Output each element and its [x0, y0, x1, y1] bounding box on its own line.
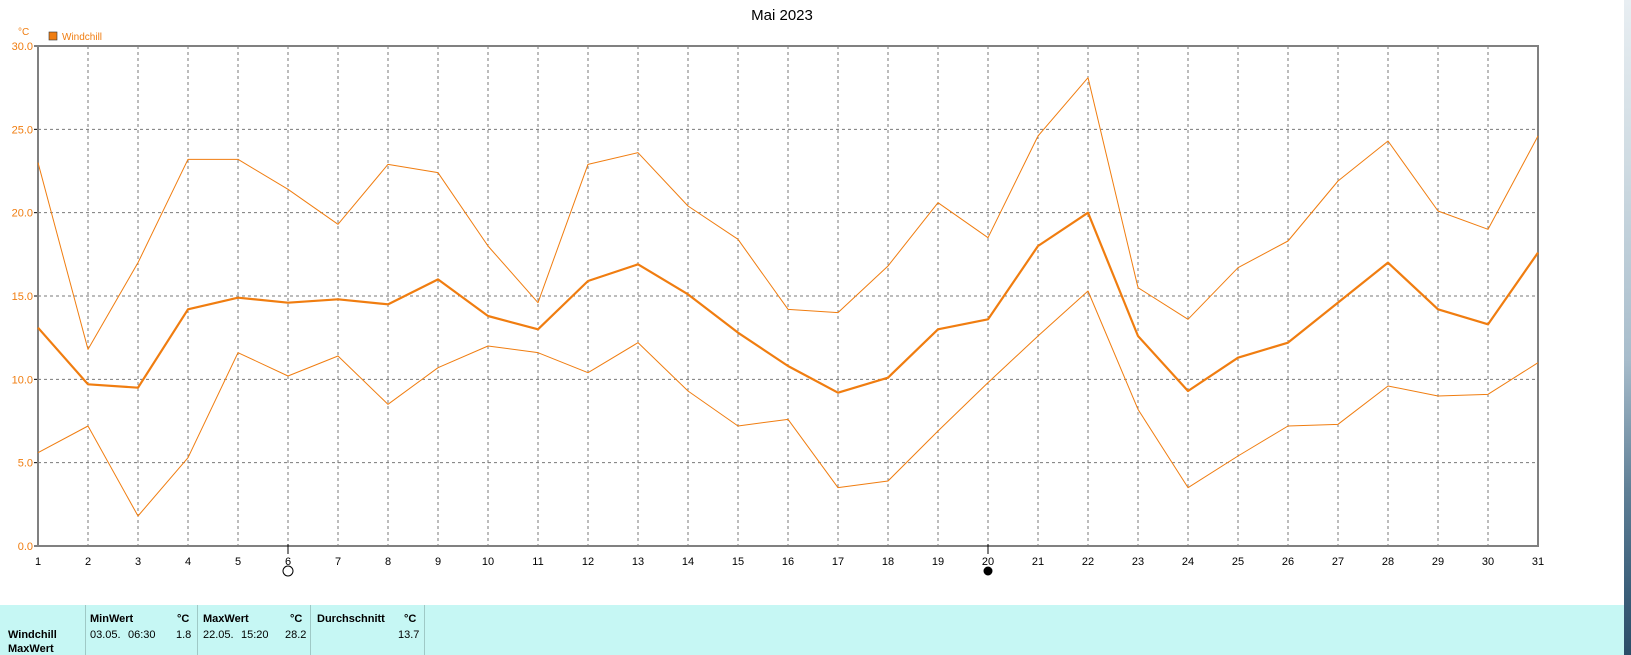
max-value: 28.2: [285, 629, 307, 641]
legend: Windchill: [48, 31, 102, 43]
x-tick-label: 27: [1332, 556, 1344, 568]
plot-frame: [37, 45, 1539, 547]
x-tick-label: 20: [982, 556, 994, 568]
y-tick-label: 15.0: [12, 291, 33, 303]
x-tick-label: 14: [682, 556, 694, 568]
statistics-panel: Windchill MaxWert MinWert °C 03.05. 06:3…: [0, 605, 1624, 655]
series-line-windchill-min: [37, 290, 1539, 517]
x-tick-label: 31: [1532, 556, 1544, 568]
series-group: [37, 77, 1539, 517]
x-tick-label: 24: [1182, 556, 1194, 568]
x-tick-label: 13: [632, 556, 644, 568]
stats-row-label-windchill: Windchill: [8, 629, 57, 641]
x-tick-label: 4: [185, 556, 191, 568]
desktop-edge-strip: [1624, 0, 1631, 655]
stats-min-column: MinWert °C 03.05. 06:30 1.8: [85, 605, 198, 655]
x-tick-label: 7: [335, 556, 341, 568]
x-tick-label: 3: [135, 556, 141, 568]
x-tick-label: 5: [235, 556, 241, 568]
x-tick-label: 12: [582, 556, 594, 568]
y-tick-label: 30.0: [12, 41, 33, 53]
min-header: MinWert: [90, 613, 134, 625]
x-tick-label: 1: [35, 556, 41, 568]
stats-row-label-maxwert: MaxWert: [8, 643, 54, 655]
windchill-chart: Mai 2023 °C Windchill 0.0 5.0 10.0 15.0 20.0…: [12, 7, 1545, 577]
stats-label-column: [0, 605, 86, 655]
y-tick-label: 5.0: [18, 458, 33, 470]
x-tick-label: 21: [1032, 556, 1044, 568]
max-header: MaxWert: [203, 613, 249, 625]
series-line-windchill-max: [37, 77, 1539, 350]
chart-title: Mai 2023: [751, 7, 813, 24]
x-tick-label: 23: [1132, 556, 1144, 568]
x-tick-label: 16: [782, 556, 794, 568]
min-value: 1.8: [176, 629, 192, 641]
tick-labels: 0.05.010.015.020.025.030.01 2 3 4 5 6 7 8 9 10 11 1…: [12, 41, 1545, 568]
x-tick-label: 11: [532, 556, 543, 568]
x-tick-label: 29: [1432, 556, 1444, 568]
x-tick-label: 18: [882, 556, 894, 568]
min-time: 06:30: [128, 629, 156, 641]
max-date: 22.05.: [203, 629, 234, 641]
x-tick-label: 17: [832, 556, 844, 568]
y-tick-label: 20.0: [12, 208, 33, 220]
full-moon-icon: [282, 565, 294, 577]
y-tick-label: 25.0: [12, 124, 33, 136]
x-tick-label: 30: [1482, 556, 1494, 568]
x-tick-label: 8: [385, 556, 391, 568]
stats-max-column: MaxWert °C 22.05. 15:20 28.2: [198, 605, 311, 655]
legend-label-windchill: Windchill: [62, 32, 102, 43]
avg-header: Durchschnitt: [317, 613, 385, 625]
x-tick-label: 6: [285, 556, 291, 568]
min-date: 03.05.: [90, 629, 121, 641]
x-tick-label: 19: [932, 556, 944, 568]
x-tick-label: 25: [1232, 556, 1244, 568]
x-tick-label: 26: [1282, 556, 1294, 568]
x-tick-label: 28: [1382, 556, 1394, 568]
series-line-windchill-avg: [37, 211, 1539, 394]
avg-value: 13.7: [398, 629, 420, 641]
legend-swatch-windchill: [48, 31, 58, 41]
avg-unit: °C: [404, 613, 417, 625]
min-unit: °C: [177, 613, 190, 625]
y-tick-label: 0.0: [18, 541, 33, 553]
axes: [34, 45, 1539, 547]
x-tick-label: 22: [1082, 556, 1094, 568]
max-time: 15:20: [241, 629, 269, 641]
x-tick-label: 2: [85, 556, 91, 568]
x-tick-label: 9: [435, 556, 441, 568]
moon-phase-markers: [282, 544, 993, 577]
y-axis-unit-label: °C: [18, 27, 29, 38]
x-tick-label: 15: [732, 556, 744, 568]
max-unit: °C: [290, 613, 303, 625]
stats-avg-column: Durchschnitt °C 13.7: [311, 605, 425, 655]
grid: [38, 46, 1538, 546]
new-moon-icon: [983, 566, 993, 576]
x-tick-label: 10: [482, 556, 494, 568]
y-tick-label: 10.0: [12, 374, 33, 386]
